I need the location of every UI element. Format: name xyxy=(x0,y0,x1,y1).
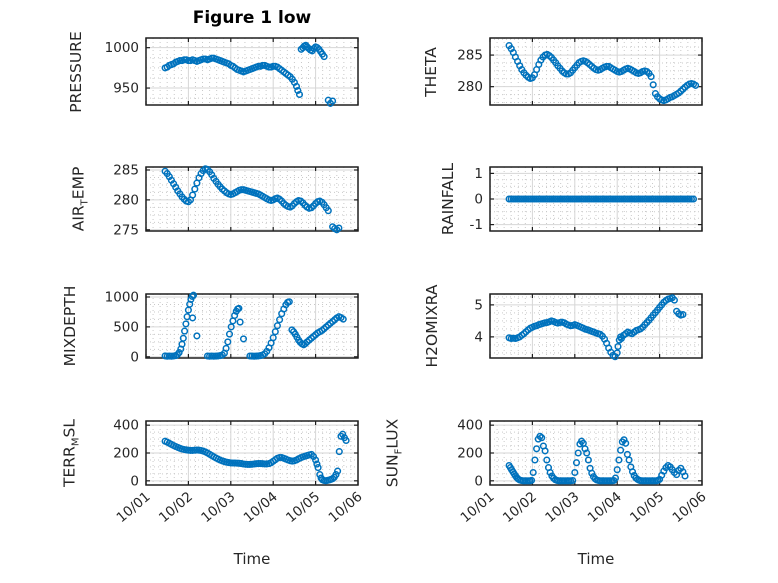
svg-text:285: 285 xyxy=(457,48,483,64)
y-axis-label-sun-flux: SUNFLUX xyxy=(383,418,405,488)
svg-text:275: 275 xyxy=(113,222,139,238)
scatter-series-THETA xyxy=(505,42,700,105)
subplot-PRESSURE: 950 1000 xyxy=(105,37,359,107)
x-axis-label-time-right: Time xyxy=(577,550,615,568)
y-axis-label-air-temp: AIRTEMP xyxy=(69,166,91,232)
svg-text:10/06: 10/06 xyxy=(325,489,365,526)
svg-text:1000: 1000 xyxy=(105,40,139,56)
svg-text:285: 285 xyxy=(113,162,139,178)
svg-text:10/04: 10/04 xyxy=(241,489,281,526)
y-axis-label-terr-msl: TERRMSL xyxy=(60,419,82,487)
svg-text:10/04: 10/04 xyxy=(585,489,625,526)
subplot-TERR_MSL: 0 200 400 10/01 10/02 10/03 10/04 10/05 10/06 xyxy=(113,418,365,526)
svg-text:280: 280 xyxy=(457,79,483,95)
svg-text:0: 0 xyxy=(474,473,483,489)
svg-text:0: 0 xyxy=(130,349,139,365)
svg-text:280: 280 xyxy=(113,192,139,208)
axes-box xyxy=(145,37,359,106)
subplot-MIXDEPTH: 0 500 1000 xyxy=(105,289,359,365)
svg-text:1000: 1000 xyxy=(105,289,139,305)
axes-box xyxy=(489,37,703,106)
svg-text:10/06: 10/06 xyxy=(669,489,709,526)
y-tick-labels: 275 280 285 xyxy=(113,162,139,238)
svg-text:400: 400 xyxy=(457,418,483,434)
scatter-series-TERR_MSL xyxy=(161,430,350,485)
x-tick-labels: 10/01 10/02 10/03 10/04 10/05 10/06 xyxy=(457,489,709,526)
scatter-series-RAINFALL xyxy=(505,195,698,203)
y-tick-labels: 0 200 400 xyxy=(113,418,139,490)
svg-text:10/03: 10/03 xyxy=(542,489,582,526)
subplot-SUN_FLUX: 0 200 400 10/01 10/02 10/03 10/04 10/05 10/06 xyxy=(457,418,709,526)
minor-grid xyxy=(146,38,358,105)
subplot-AIR_TEMP: 275 280 285 xyxy=(113,162,359,238)
axes-box xyxy=(145,166,359,232)
x-tick-labels: 10/01 10/02 10/03 10/04 10/05 10/06 xyxy=(113,489,365,526)
y-axis-label-rainfall: RAINFALL xyxy=(439,162,457,236)
svg-text:0: 0 xyxy=(474,192,483,208)
axes-box xyxy=(145,420,359,486)
y-tick-labels: 280 285 xyxy=(457,48,483,96)
svg-text:10/05: 10/05 xyxy=(283,489,323,526)
svg-text:5: 5 xyxy=(474,297,483,313)
y-axis-label-mixdepth: MIXDEPTH xyxy=(61,285,79,367)
svg-text:400: 400 xyxy=(113,418,139,434)
svg-text:10/05: 10/05 xyxy=(627,489,667,526)
svg-text:10/03: 10/03 xyxy=(198,489,238,526)
scatter-series-AIR_TEMP xyxy=(161,165,343,234)
scatter-series-SUN_FLUX xyxy=(505,432,689,485)
subplot-RAINFALL: -1 0 1 xyxy=(470,166,703,233)
figure-title: Figure 1 low xyxy=(192,8,312,28)
y-axis-label-pressure: PRESSURE xyxy=(67,30,85,113)
scatter-series-PRESSURE xyxy=(161,41,337,107)
subplot-THETA: 280 285 xyxy=(457,37,703,106)
svg-text:200: 200 xyxy=(457,446,483,462)
svg-text:10/01: 10/01 xyxy=(457,489,497,526)
subplot-H2OMIXRA: 45 xyxy=(474,293,703,361)
x-axis-label-time-left: Time xyxy=(233,550,271,568)
y-tick-labels: 45 xyxy=(474,297,483,345)
axes-box xyxy=(489,420,703,486)
svg-text:-1: -1 xyxy=(470,217,483,233)
svg-text:0: 0 xyxy=(130,473,139,489)
svg-text:1: 1 xyxy=(474,166,483,182)
y-tick-labels: -1 0 1 xyxy=(470,166,483,233)
svg-text:10/02: 10/02 xyxy=(500,489,540,526)
y-axis-label-theta: THETA xyxy=(422,46,440,97)
scatter-series-H2OMIXRA xyxy=(505,294,687,361)
axes-box xyxy=(489,166,703,232)
y-tick-labels: 0 500 1000 xyxy=(105,289,139,365)
svg-text:200: 200 xyxy=(113,446,139,462)
y-tick-labels: 0 200 400 xyxy=(457,418,483,490)
svg-text:4: 4 xyxy=(474,329,483,345)
y-tick-labels: 950 1000 xyxy=(105,40,139,96)
svg-text:500: 500 xyxy=(113,319,139,335)
y-axis-label-h2omixra: H2OMIXRA xyxy=(423,284,441,368)
svg-text:950: 950 xyxy=(113,81,139,97)
scatter-series-MIXDEPTH xyxy=(161,291,347,360)
svg-text:10/01: 10/01 xyxy=(113,489,153,526)
svg-text:10/02: 10/02 xyxy=(156,489,196,526)
